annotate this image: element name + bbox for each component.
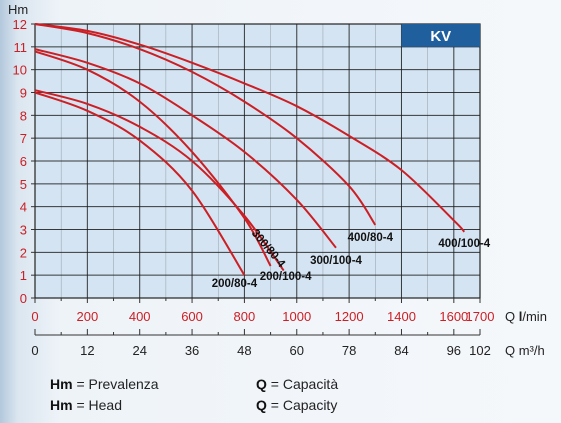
x-tick-label-400: 400 — [129, 309, 151, 324]
curve-400-80-4 — [34, 23, 377, 226]
curve-label-200-80-4: 200/80-4 — [212, 278, 258, 290]
curve-400-100-4 — [34, 23, 466, 233]
curve-200-100-4 — [34, 50, 272, 267]
y-tick-label-8: 8 — [20, 108, 27, 123]
curve-label-400-100-4: 400/100-4 — [438, 238, 490, 250]
x2-tick-label-9: 102 — [469, 343, 491, 358]
x-tick-label-1000: 1000 — [282, 309, 311, 324]
legend-hm-key: Hm — [50, 376, 73, 392]
y-axis-label: Hm — [8, 2, 28, 17]
x2-tick-label-6: 78 — [342, 343, 356, 358]
x2-tick-label-1: 12 — [80, 343, 94, 358]
legend-q-key-en: Q — [256, 397, 267, 413]
curves — [34, 23, 466, 276]
x-tick-label-0: 0 — [31, 309, 38, 324]
curve-label-400-80-4: 400/80-4 — [348, 232, 394, 244]
x-tick-label-1400: 1400 — [387, 309, 416, 324]
legend-q-capacity: = Capacity — [266, 397, 338, 413]
y-tick-label-1: 1 — [20, 268, 27, 283]
y-tick-label-12: 12 — [13, 17, 27, 32]
curve-label-300-100-4: 300/100-4 — [310, 255, 362, 267]
legend-hm-head: = Head — [72, 397, 122, 413]
curve-200-80-4 — [34, 91, 246, 276]
legend-hm-key-en: Hm — [50, 397, 73, 413]
x2-tick-label-3: 36 — [185, 343, 199, 358]
x2-axis-unit: Q m³/h — [505, 343, 545, 358]
badge-text: KV — [430, 28, 451, 45]
x2-tick-label-0: 0 — [31, 343, 38, 358]
x2-tick-label-4: 48 — [237, 343, 251, 358]
x-tick-label-600: 600 — [181, 309, 203, 324]
curve-label-200-100-4: 200/100-4 — [260, 271, 312, 283]
legend-q-capacita: = Capacità — [266, 376, 339, 392]
y-tick-label-5: 5 — [20, 177, 27, 192]
legend-row-2-left: Hm = Head — [50, 397, 122, 413]
curve-300-100-4 — [34, 48, 337, 249]
curve-300-80-4 — [34, 89, 285, 272]
x-tick-label-800: 800 — [234, 309, 256, 324]
kv-badge: KV — [401, 24, 480, 47]
legend-row-1-right: Q = Capacità — [256, 376, 338, 392]
x2-tick-label-8: 96 — [447, 343, 461, 358]
x-tick-label-1700: 1700 — [466, 309, 495, 324]
legend-row-1-left: Hm = Prevalenza — [50, 376, 159, 392]
x2-tick-label-7: 84 — [394, 343, 408, 358]
y-tick-label-0: 0 — [20, 291, 27, 306]
y-tick-label-3: 3 — [20, 223, 27, 238]
y-tick-label-2: 2 — [20, 245, 27, 260]
x-tick-label-1200: 1200 — [335, 309, 364, 324]
y-tick-label-4: 4 — [20, 200, 27, 215]
x-axis-unit-lmin: Q l/min — [505, 309, 547, 324]
badge-background — [401, 24, 480, 47]
x-tick-label-1600: 1600 — [439, 309, 468, 324]
y-tick-label-11: 11 — [14, 40, 28, 55]
legend-hm-prevalenza: = Prevalenza — [72, 376, 159, 392]
y-tick-label-7: 7 — [20, 131, 27, 146]
x-tick-label-200: 200 — [77, 309, 99, 324]
x2-tick-label-2: 24 — [132, 343, 146, 358]
y-tick-label-10: 10 — [13, 63, 27, 78]
y-tick-label-9: 9 — [20, 86, 27, 101]
legend-row-2-right: Q = Capacity — [256, 397, 337, 413]
legend-q-key: Q — [256, 376, 267, 392]
y-tick-label-6: 6 — [20, 154, 27, 169]
x2-tick-label-5: 60 — [290, 343, 304, 358]
